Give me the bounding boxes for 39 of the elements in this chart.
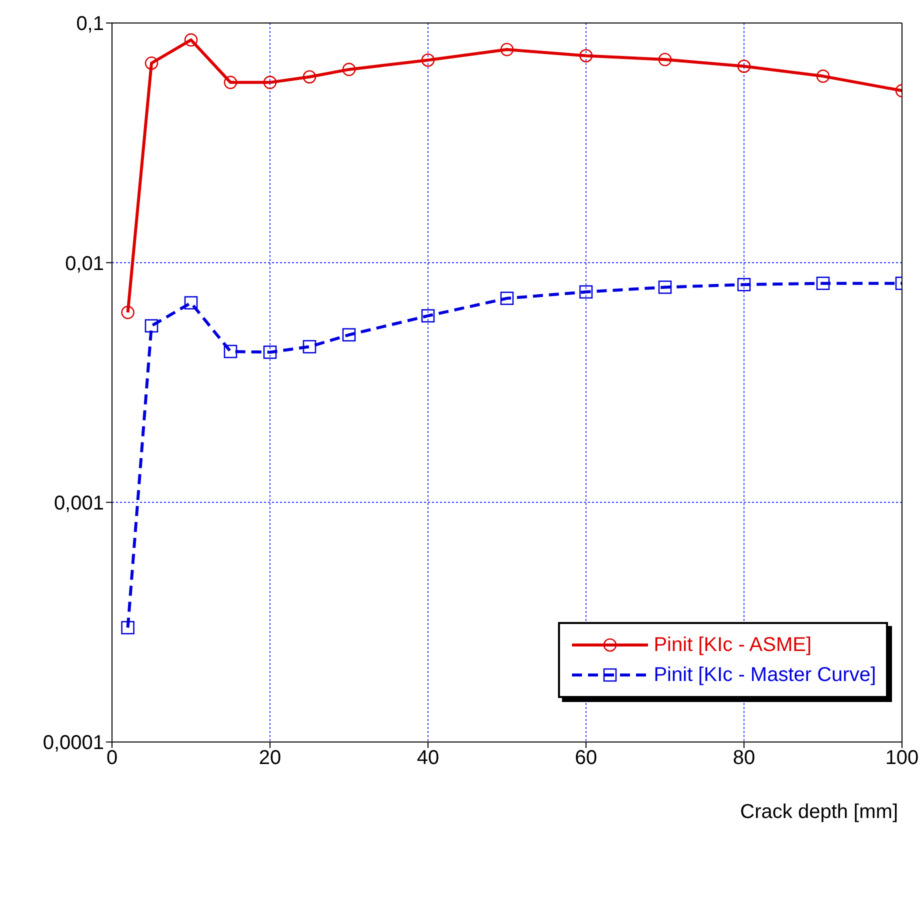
y-tick-label: 0,001: [54, 492, 104, 514]
x-tick-label: 80: [732, 747, 756, 770]
point: [302, 340, 316, 354]
point: [121, 621, 134, 634]
point: [144, 319, 158, 332]
y-tick-label: 0,1: [76, 13, 104, 36]
x-tick-label: 40: [416, 747, 440, 770]
point: [184, 296, 198, 310]
point: [224, 76, 238, 90]
x-tick-label: 20: [258, 747, 282, 770]
point: [144, 56, 158, 70]
point: [342, 62, 356, 76]
point: [184, 33, 198, 47]
point: [421, 53, 435, 67]
y-tick-label: 0,01: [65, 252, 104, 275]
point: [342, 328, 356, 342]
point: [500, 42, 514, 56]
point: [658, 52, 672, 66]
legend-label: Pinit [KIc - ASME]: [654, 633, 812, 658]
point: [500, 292, 514, 305]
legend-label: Pinit [KIc - Master Curve]: [654, 663, 876, 688]
x-tick-label: 0: [106, 747, 118, 770]
point: [737, 60, 751, 73]
point: [737, 278, 751, 292]
point: [816, 276, 830, 290]
point: [658, 280, 672, 294]
y-tick-label: 0,0001: [42, 732, 104, 754]
point: [302, 70, 316, 84]
point: [263, 346, 277, 359]
x-tick-label: 100: [885, 747, 919, 770]
x-axis-title: Crack depth [mm]: [740, 801, 898, 823]
point: [421, 309, 435, 322]
point: [579, 49, 593, 62]
point: [816, 70, 830, 83]
point: [579, 285, 593, 299]
point: [121, 306, 134, 320]
point: [263, 76, 277, 90]
point: [224, 344, 238, 358]
x-tick-label: 60: [574, 747, 598, 770]
